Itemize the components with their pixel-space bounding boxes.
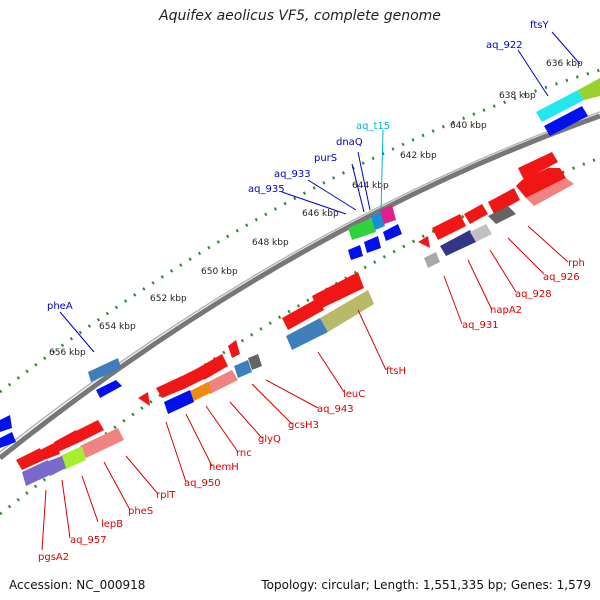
gene-feature[interactable] xyxy=(286,318,328,350)
gene-feature[interactable] xyxy=(312,272,364,310)
map-title: Aquifex aeolicus VF5, complete genome xyxy=(159,8,441,24)
gene-feature[interactable] xyxy=(526,178,574,206)
gene-label[interactable]: aq_935 xyxy=(248,184,285,195)
gene-feature[interactable] xyxy=(424,252,440,268)
gene-feature[interactable] xyxy=(234,360,252,378)
gene-feature[interactable] xyxy=(16,448,44,470)
scale-tick-label: 640 kbp xyxy=(450,121,487,131)
gene-feature[interactable] xyxy=(371,212,385,230)
scale-tick-label: 654 kbp xyxy=(99,322,136,332)
gene-feature[interactable] xyxy=(578,78,600,100)
scale-tick-label: 636 kbp xyxy=(546,59,583,69)
genome-backbone-highlight xyxy=(0,111,600,453)
gene-feature[interactable] xyxy=(282,298,324,330)
gene-label[interactable]: napA2 xyxy=(490,305,522,316)
gene-feature[interactable] xyxy=(470,224,492,242)
gene-feature[interactable] xyxy=(96,380,122,398)
gene-feature[interactable] xyxy=(0,432,16,448)
gene-feature[interactable] xyxy=(518,152,558,180)
gene-label[interactable]: aq_943 xyxy=(317,404,354,415)
genome-backbone xyxy=(0,113,600,460)
scale-tick-label: 642 kbp xyxy=(400,151,437,161)
gene-label[interactable]: leuC xyxy=(343,389,365,400)
gene-feature[interactable] xyxy=(348,218,376,240)
gene-feature[interactable] xyxy=(156,376,186,398)
gene-feature[interactable] xyxy=(22,460,52,486)
scale-tick-label: 652 kbp xyxy=(150,294,187,304)
gene-label[interactable]: aq_933 xyxy=(274,169,311,180)
forward-features xyxy=(0,78,600,448)
gene-label[interactable]: aq_922 xyxy=(486,40,523,51)
gene-feature[interactable] xyxy=(418,236,430,248)
genome-summary-text: Topology: circular; Length: 1,551,335 bp… xyxy=(261,578,591,592)
gene-feature[interactable] xyxy=(432,214,466,240)
gene-feature[interactable] xyxy=(380,205,396,224)
gene-feature[interactable] xyxy=(80,428,124,458)
gene-label[interactable]: aq_957 xyxy=(70,535,107,546)
forward-leader-lines xyxy=(59,31,581,353)
gene-label[interactable]: glyQ xyxy=(258,434,281,445)
gene-feature[interactable] xyxy=(488,206,516,224)
gene-feature[interactable] xyxy=(516,168,566,198)
gene-label[interactable]: ftsY xyxy=(530,20,549,31)
gene-label[interactable]: ftsH xyxy=(386,366,406,377)
reverse-leader-lines xyxy=(41,225,569,551)
gene-feature[interactable] xyxy=(74,420,104,442)
gene-label[interactable]: rnc xyxy=(236,448,252,459)
gene-feature[interactable] xyxy=(178,366,206,390)
gene-feature[interactable] xyxy=(383,224,402,241)
gene-label[interactable]: pheA xyxy=(47,301,73,312)
gene-feature[interactable] xyxy=(544,106,588,136)
reverse-features xyxy=(16,152,574,486)
gene-feature[interactable] xyxy=(188,382,212,402)
scale-tick-label: 638 kbp xyxy=(499,91,536,101)
gene-feature[interactable] xyxy=(364,236,381,253)
scale-tick-label: 644 kbp xyxy=(352,181,389,191)
gene-feature[interactable] xyxy=(164,390,194,414)
gene-feature[interactable] xyxy=(464,204,488,224)
gene-label[interactable]: aq_926 xyxy=(543,272,580,283)
trna-leader-line xyxy=(380,129,384,211)
gene-label[interactable]: rph xyxy=(568,258,585,269)
gene-feature[interactable] xyxy=(488,188,520,214)
gene-feature[interactable] xyxy=(0,415,12,432)
gene-feature[interactable] xyxy=(40,442,60,460)
accession-text: Accession: NC_000918 xyxy=(9,578,146,592)
gene-label[interactable]: gcsH3 xyxy=(288,420,319,431)
outer-scale-arc xyxy=(0,68,600,394)
gene-feature[interactable] xyxy=(54,430,80,452)
gene-label[interactable]: aq_t15 xyxy=(356,121,390,132)
gene-label[interactable]: aq_950 xyxy=(184,478,221,489)
gene-feature[interactable] xyxy=(138,392,150,406)
gene-label[interactable]: hemH xyxy=(209,462,239,473)
scale-tick-label: 656 kbp xyxy=(49,348,86,358)
gene-label[interactable]: lepB xyxy=(101,519,123,530)
gene-label[interactable]: pgsA2 xyxy=(38,552,69,563)
gene-feature[interactable] xyxy=(348,245,363,260)
gene-label[interactable]: aq_931 xyxy=(462,320,499,331)
gene-label[interactable]: pheS xyxy=(128,506,153,517)
gene-feature[interactable] xyxy=(440,230,476,256)
gene-feature[interactable] xyxy=(198,354,228,380)
gene-feature[interactable] xyxy=(228,340,240,358)
scale-tick-label: 650 kbp xyxy=(201,267,238,277)
gene-label[interactable]: purS xyxy=(314,153,337,164)
gene-label[interactable]: aq_928 xyxy=(515,289,552,300)
gene-feature[interactable] xyxy=(60,446,86,470)
gene-feature[interactable] xyxy=(320,290,374,332)
gene-label[interactable]: rplT xyxy=(156,490,176,501)
scale-tick-label: 648 kbp xyxy=(252,238,289,248)
gene-feature[interactable] xyxy=(88,358,121,382)
gene-feature[interactable] xyxy=(536,90,584,122)
gene-label[interactable]: dnaQ xyxy=(336,137,363,148)
gene-feature[interactable] xyxy=(248,354,262,370)
scale-tick-label: 646 kbp xyxy=(302,209,339,219)
gene-feature[interactable] xyxy=(204,370,238,394)
